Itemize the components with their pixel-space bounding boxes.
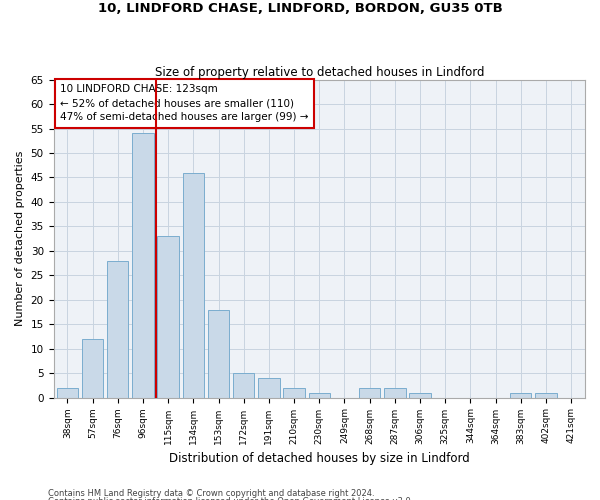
Text: Contains public sector information licensed under the Open Government Licence v3: Contains public sector information licen… xyxy=(48,498,413,500)
Bar xyxy=(157,236,179,398)
Bar xyxy=(384,388,406,398)
Bar xyxy=(208,310,229,398)
Text: Contains HM Land Registry data © Crown copyright and database right 2024.: Contains HM Land Registry data © Crown c… xyxy=(48,488,374,498)
Bar xyxy=(82,339,103,398)
Bar xyxy=(283,388,305,398)
X-axis label: Distribution of detached houses by size in Lindford: Distribution of detached houses by size … xyxy=(169,452,470,465)
Text: 10 LINDFORD CHASE: 123sqm
← 52% of detached houses are smaller (110)
47% of semi: 10 LINDFORD CHASE: 123sqm ← 52% of detac… xyxy=(60,84,308,122)
Bar xyxy=(107,260,128,398)
Bar xyxy=(258,378,280,398)
Text: 10, LINDFORD CHASE, LINDFORD, BORDON, GU35 0TB: 10, LINDFORD CHASE, LINDFORD, BORDON, GU… xyxy=(98,2,502,16)
Title: Size of property relative to detached houses in Lindford: Size of property relative to detached ho… xyxy=(155,66,484,78)
Bar xyxy=(409,392,431,398)
Bar xyxy=(233,373,254,398)
Y-axis label: Number of detached properties: Number of detached properties xyxy=(15,151,25,326)
Bar xyxy=(56,388,78,398)
Bar xyxy=(308,392,330,398)
Bar xyxy=(535,392,557,398)
Bar xyxy=(132,134,154,398)
Bar xyxy=(510,392,532,398)
Bar xyxy=(182,172,204,398)
Bar xyxy=(359,388,380,398)
